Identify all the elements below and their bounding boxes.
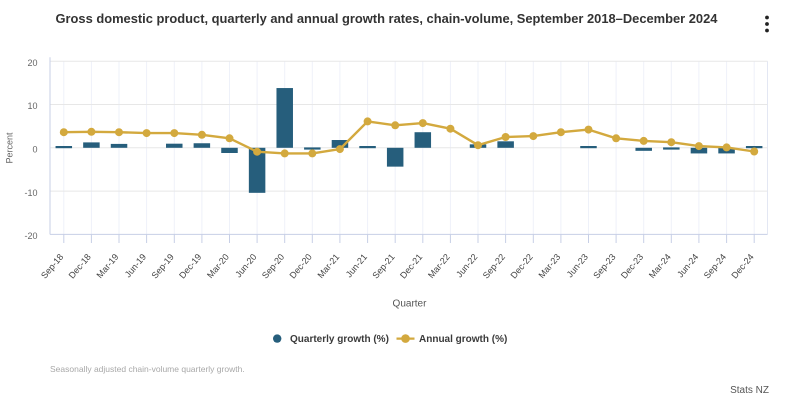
- svg-text:0: 0: [32, 145, 37, 155]
- svg-text:Quarter: Quarter: [393, 299, 428, 310]
- svg-text:Stats NZ: Stats NZ: [730, 385, 769, 396]
- svg-text:Annual growth (%): Annual growth (%): [419, 334, 507, 345]
- svg-text:-10: -10: [24, 188, 37, 198]
- svg-text:Quarterly growth (%): Quarterly growth (%): [290, 334, 389, 345]
- svg-text:Percent: Percent: [5, 132, 15, 164]
- svg-text:20: 20: [27, 58, 37, 68]
- svg-text:Seasonally adjusted chain-volu: Seasonally adjusted chain-volume quarter…: [50, 364, 245, 374]
- svg-text:10: 10: [27, 101, 37, 111]
- svg-text:-20: -20: [24, 231, 37, 241]
- svg-text:Gross domestic product, quarte: Gross domestic product, quarterly and an…: [56, 11, 719, 26]
